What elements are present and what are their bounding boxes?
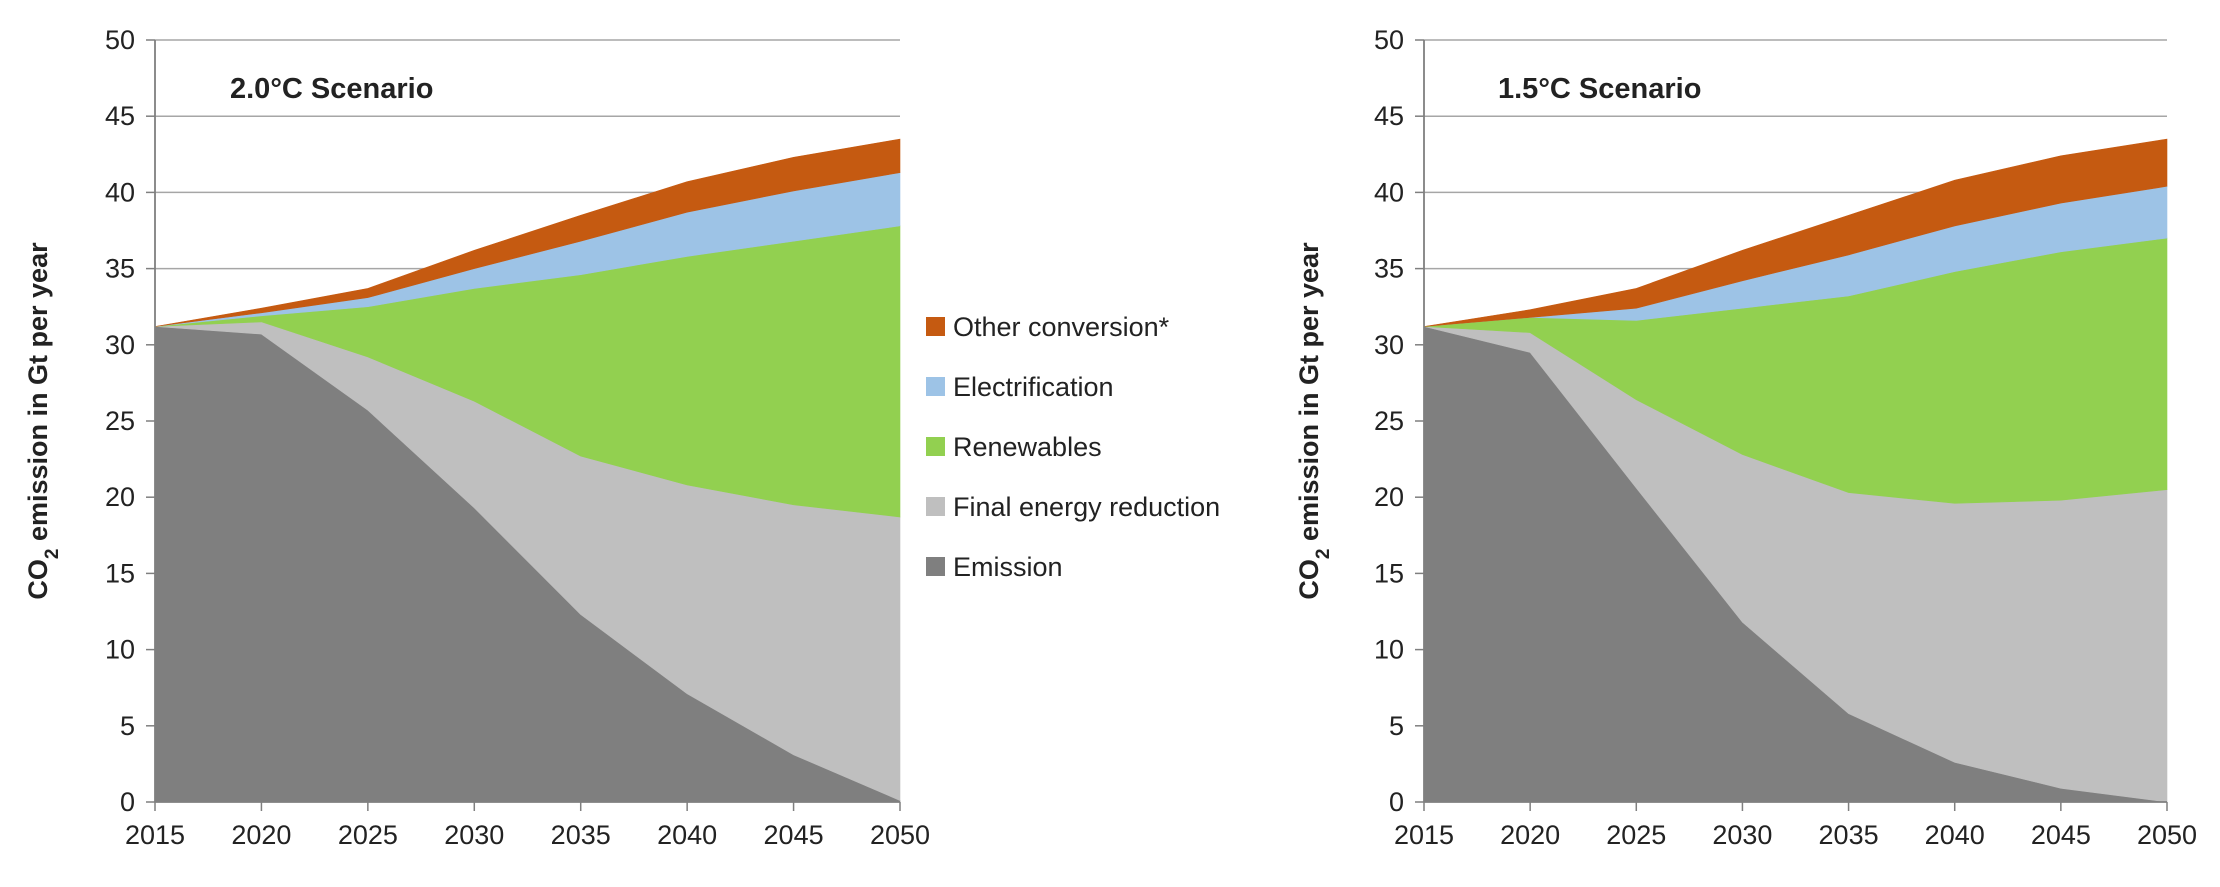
x-tick-label: 2015	[1394, 820, 1454, 850]
y-axis-title-rest: emission in Gt per year	[1294, 242, 1324, 549]
x-tick-label: 2045	[764, 820, 824, 850]
y-axis-title-main: CO	[23, 559, 53, 600]
legend-item-renewables: Renewables	[926, 432, 1102, 462]
area-other-conversion	[1423, 138, 2168, 327]
legend-item-electrification: Electrification	[926, 372, 1114, 402]
legend-swatch	[926, 317, 945, 336]
y-axis-title-main: CO	[1294, 559, 1324, 600]
y-axis-title: CO2 emission in Gt per year	[23, 242, 63, 600]
y-tick-label: 15	[1374, 558, 1404, 588]
x-tick-label: 2040	[657, 820, 717, 850]
y-tick-label: 10	[1374, 635, 1404, 665]
legend-swatch	[926, 497, 945, 516]
x-tick-label: 2030	[1712, 820, 1772, 850]
y-tick-label: 40	[105, 177, 135, 207]
y-tick-label: 5	[120, 711, 135, 741]
area-other-conversion	[154, 138, 901, 327]
x-tick-label: 2015	[125, 820, 185, 850]
y-tick-label: 35	[1374, 254, 1404, 284]
y-tick-label: 0	[1389, 787, 1404, 817]
y-tick-label: 20	[105, 482, 135, 512]
legend-label: Other conversion*	[953, 312, 1170, 342]
chart-title: 1.5°C Scenario	[1498, 73, 1701, 105]
legend-item-final-energy-reduction: Final energy reduction	[926, 492, 1220, 522]
x-tick-label: 2020	[1500, 820, 1560, 850]
y-axis-title: CO2 emission in Gt per year	[1294, 242, 1334, 600]
y-tick-label: 0	[120, 787, 135, 817]
legend-label: Emission	[953, 552, 1063, 582]
y-tick-label: 50	[105, 25, 135, 55]
y-tick-label: 5	[1389, 711, 1404, 741]
y-tick-label: 15	[105, 558, 135, 588]
legend-item-emission: Emission	[926, 552, 1063, 582]
y-tick-label: 25	[1374, 406, 1404, 436]
y-tick-label: 45	[1374, 101, 1404, 131]
y-tick-label: 25	[105, 406, 135, 436]
legend-swatch	[926, 557, 945, 576]
x-tick-label: 2045	[2031, 820, 2091, 850]
y-tick-label: 30	[105, 330, 135, 360]
chart-title: 2.0°C Scenario	[230, 73, 433, 105]
y-axis-title-subscript: 2	[42, 549, 63, 560]
y-tick-label: 35	[105, 254, 135, 284]
legend-item-other-conversion: Other conversion*	[926, 312, 1170, 342]
y-tick-label: 30	[1374, 330, 1404, 360]
legend-label: Renewables	[953, 432, 1102, 462]
x-tick-label: 2030	[444, 820, 504, 850]
legend: Other conversion* Electrification Renewabl…	[926, 312, 1220, 582]
x-tick-label: 2040	[1925, 820, 1985, 850]
x-tick-label: 2025	[1606, 820, 1666, 850]
x-tick-label: 2035	[1819, 820, 1879, 850]
y-axis-title-subscript: 2	[1313, 549, 1334, 560]
legend-swatch	[926, 437, 945, 456]
x-tick-label: 2025	[338, 820, 398, 850]
y-axis-title-rest: emission in Gt per year	[23, 242, 53, 549]
x-tick-label: 2050	[2137, 820, 2197, 850]
y-tick-label: 40	[1374, 177, 1404, 207]
x-tick-label: 2035	[551, 820, 611, 850]
legend-label: Final energy reduction	[953, 492, 1220, 522]
y-tick-label: 50	[1374, 25, 1404, 55]
x-tick-label: 2020	[231, 820, 291, 850]
legend-swatch	[926, 377, 945, 396]
y-tick-label: 45	[105, 101, 135, 131]
x-tick-label: 2050	[870, 820, 930, 850]
y-tick-label: 20	[1374, 482, 1404, 512]
legend-label: Electrification	[953, 372, 1114, 402]
y-tick-label: 10	[105, 635, 135, 665]
